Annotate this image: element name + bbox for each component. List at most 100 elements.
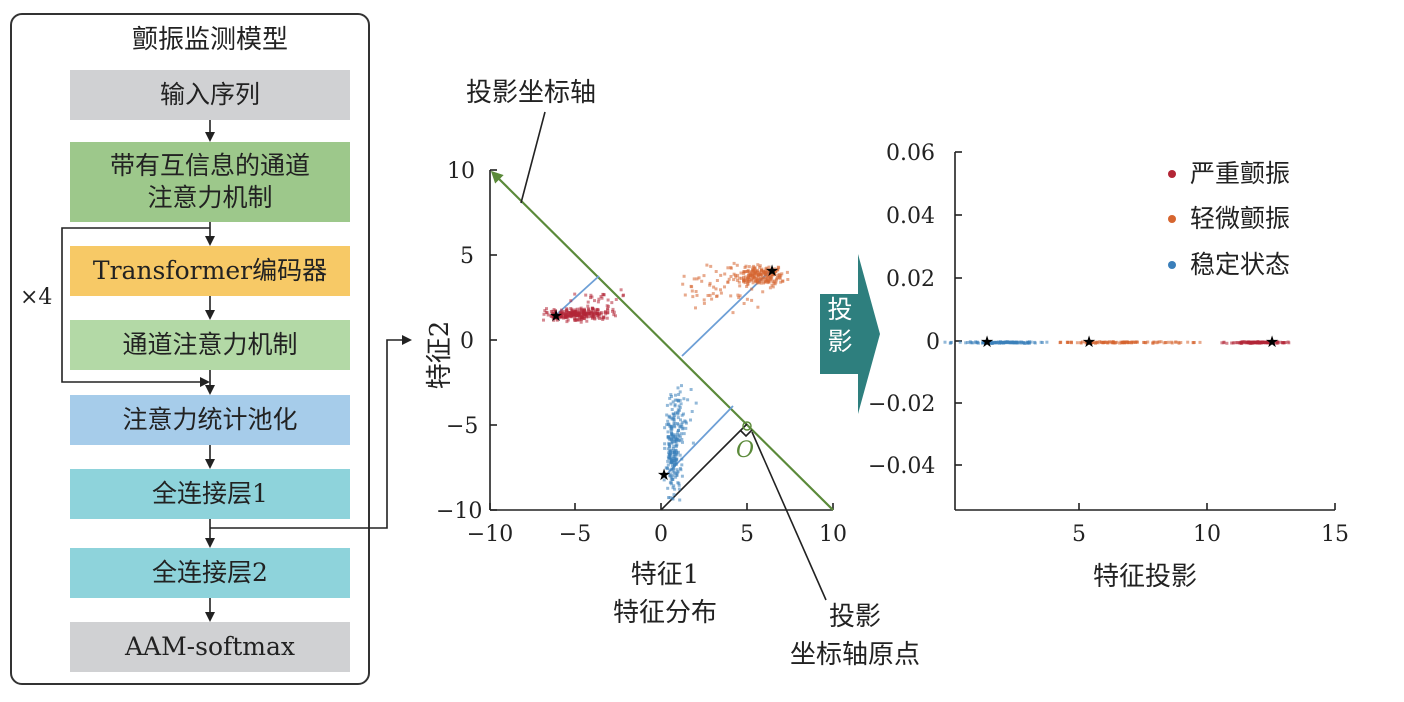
slight-chatter-point [750,278,754,282]
slight-chatter-point [732,272,736,276]
legend-marker [1168,214,1176,223]
stable-state-point [672,493,676,497]
slight-projection-point [1164,341,1168,344]
slight-chatter-point [755,277,758,281]
legend-item-slight: 轻微颤振 [1168,203,1290,235]
severe-projection-point [1276,340,1280,344]
slight-chatter-point [749,271,753,275]
severe-chatter-point [604,310,607,314]
severe-chatter-point [584,293,588,297]
stable-state-point [690,410,694,413]
slight-chatter-point [756,263,760,267]
severe-chatter-point [578,315,581,319]
stable-state-point [670,467,674,471]
slight-chatter-point [758,265,762,269]
severe-projection-point [1259,340,1263,344]
projection-axis-line [490,170,834,511]
stable-state-point [672,449,676,453]
severe-chatter-point [581,314,585,318]
slight-chatter-point [705,263,709,267]
severe-chatter-point [582,315,586,319]
slight-chatter-point [729,275,733,278]
slight-projection-point [1186,340,1190,344]
stable-state-point [674,443,678,447]
severe-chatter-point [557,316,561,320]
slight-chatter-point [683,293,687,297]
severe-chatter-point [552,318,556,322]
severe-chatter-point [585,319,589,323]
slight-chatter-point [714,287,718,291]
stable-state-point [676,410,680,414]
slight-chatter-point [774,280,778,284]
model-title: 颤振监测模型 [131,25,288,55]
stable-state-point [663,426,667,430]
feature-plot-ylabel: 特征2 [425,320,455,390]
stable-state-point [675,468,679,472]
severe-chatter-point [593,299,596,303]
slight-chatter-point [758,277,762,281]
slight-chatter-point [708,283,712,287]
stable-projection-point [982,340,986,344]
severe-chatter-point [606,307,609,311]
slight-chatter-point [743,266,747,269]
stable-projection-point [992,340,996,344]
stable-state-point [668,496,672,500]
severe-chatter-point [599,312,603,316]
slight-chatter-point [770,283,774,287]
severe-chatter-point [582,312,586,316]
slight-chatter-point [771,273,775,277]
slight-chatter-point [735,263,739,267]
slight-chatter-point [706,294,710,297]
stable-state-point [672,444,676,448]
slight-chatter-point [768,286,772,290]
severe-chatter-point [595,309,599,313]
stable-projection-point [981,341,984,345]
severe-chatter-point [545,311,549,315]
slight-chatter-point [690,285,694,289]
origin-symbol: O [736,438,755,463]
slight-chatter-point [780,272,784,276]
stable-state-point [672,451,676,455]
slight-projection-point [1130,340,1134,344]
slight-chatter-point [741,275,745,279]
stable-state-point [665,423,669,427]
slight-chatter-point [774,270,778,274]
slight-chatter-point [719,273,723,277]
severe-projection-point [1244,340,1248,344]
stable-state-point [671,447,675,450]
slight-chatter-point [765,268,769,272]
severe-chatter-point [597,317,601,320]
slight-chatter-point [715,279,719,282]
stable-state-point [676,481,680,485]
severe-chatter-point [622,293,625,297]
y-tick-label: −0.02 [868,392,936,417]
severe-chatter-point [596,300,600,304]
projection-points: ★ ★ ★ [943,332,1291,351]
stable-state-point [683,419,687,423]
stable-projection-point [1045,340,1049,344]
severe-chatter-point [611,309,614,313]
stable-state-point [676,433,680,437]
stable-state-point [670,431,673,435]
slight-projection-point [1151,341,1155,345]
slight-projection-point [1167,340,1171,344]
severe-projection-point [1220,341,1224,345]
slight-projection-point [1179,341,1183,344]
slight-chatter-point [726,280,730,284]
slight-chatter-point [742,270,745,274]
stable-state-point [677,483,681,487]
stable-state-point [671,473,675,477]
stable-state-point [667,451,671,455]
severe-projection-point [1232,341,1236,345]
legend-marker [1168,260,1176,269]
slight-chatter-point [732,261,736,265]
stable-state-point [674,393,677,397]
slight-chatter-point [766,279,770,283]
slight-chatter-point [753,279,757,283]
slight-chatter-point [786,278,790,281]
stable-projection-point [1004,341,1008,344]
slight-chatter-point [737,280,741,284]
stable-state-point [669,402,673,406]
slight-chatter-point [751,276,755,280]
x-tick-label: 0 [654,522,668,547]
